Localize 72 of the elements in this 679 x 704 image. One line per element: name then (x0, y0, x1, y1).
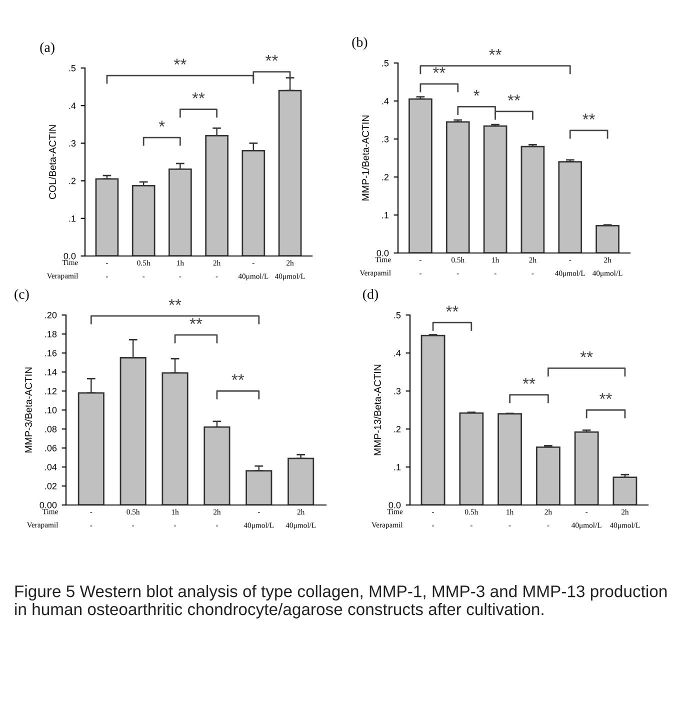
y-tick-label: 0.0 (376, 250, 389, 256)
annotation: ** (582, 114, 596, 120)
y-tick-label: .06 (45, 444, 57, 452)
y-tick-label: .1 (69, 215, 76, 222)
y-tick-label: 0.0 (388, 502, 401, 508)
y-tick-label: .14 (45, 369, 57, 376)
bar (132, 184, 156, 256)
y-tick-label: .2 (394, 426, 401, 432)
y-tick-label: .2 (382, 174, 389, 180)
y-tick-label: .4 (382, 98, 389, 104)
annotation: ** (192, 92, 205, 98)
y-tick-label: .20 (45, 312, 57, 318)
bar (95, 178, 119, 256)
y-tick-label: .4 (394, 350, 401, 356)
bar (204, 426, 230, 505)
y-axis-title: MMP-13/Beta-ACTIN (374, 364, 381, 456)
chart-title: (b) (352, 37, 368, 50)
y-tick-label: .5 (69, 65, 76, 72)
bar (558, 161, 582, 253)
y-tick-label: .5 (382, 60, 389, 66)
chart-title: (a) (40, 42, 54, 55)
bar (446, 121, 470, 253)
y-axis-title: COL/Beta-ACTIN (48, 125, 56, 200)
bar (408, 98, 432, 253)
y-tick-label: .1 (382, 212, 389, 218)
chart-title: (d) (363, 289, 378, 302)
y-tick-label: .5 (394, 312, 401, 318)
bar (612, 476, 638, 505)
y-axis-title: MMP-3/Beta-ACTIN (24, 368, 32, 452)
y-tick-label: .08 (45, 426, 57, 432)
y-tick-label: .3 (394, 388, 401, 394)
text: ** (168, 299, 182, 305)
annotation: ** (580, 351, 593, 358)
y-tick-label: 0.0 (64, 252, 76, 260)
y-tick-label: .3 (382, 136, 389, 142)
bar (498, 413, 522, 505)
y-tick-label: .16 (45, 350, 57, 356)
caption: Figure 5 Western blot analysis of type collagen, MMP-1, MMP-3 and MMP-13 production in human osteoarthritic chondrocyte/agarose constructs after cultivation. (15, 585, 667, 618)
annotation: ** (190, 318, 202, 324)
bar (536, 446, 560, 505)
annotation: * (474, 90, 480, 96)
annotation: ** (232, 374, 244, 380)
y-tick-label: .12 (45, 388, 57, 394)
annotation: * (158, 120, 165, 127)
text: ** (446, 306, 458, 312)
y-tick-label: .2 (69, 178, 76, 184)
chart-title: (c) (14, 289, 29, 302)
y-tick-label: .04 (45, 464, 57, 470)
bar (420, 334, 446, 505)
bar (168, 168, 192, 256)
bar (246, 470, 272, 505)
y-tick-label: .4 (69, 102, 76, 109)
y-axis-title: MMP-1/Beta-ACTIN (362, 116, 369, 200)
y-tick-label: .1 (394, 464, 401, 470)
annotation: ** (508, 94, 520, 100)
y-tick-label: .10 (45, 406, 57, 414)
text: ** (489, 49, 502, 55)
bar (574, 431, 599, 505)
bar (459, 412, 484, 505)
bar (596, 224, 620, 253)
y-tick-label: .02 (45, 482, 57, 490)
y-tick-label: .3 (69, 140, 76, 147)
y-tick-label: .18 (45, 330, 57, 338)
text: ** (174, 58, 186, 65)
bar (483, 125, 508, 253)
annotation: ** (600, 393, 612, 400)
text: ** (266, 54, 278, 61)
y-tick-label: 0.00 (40, 502, 57, 508)
bar (288, 458, 314, 505)
annotation: ** (432, 67, 446, 73)
bar (520, 146, 545, 253)
annotation: ** (522, 378, 536, 384)
